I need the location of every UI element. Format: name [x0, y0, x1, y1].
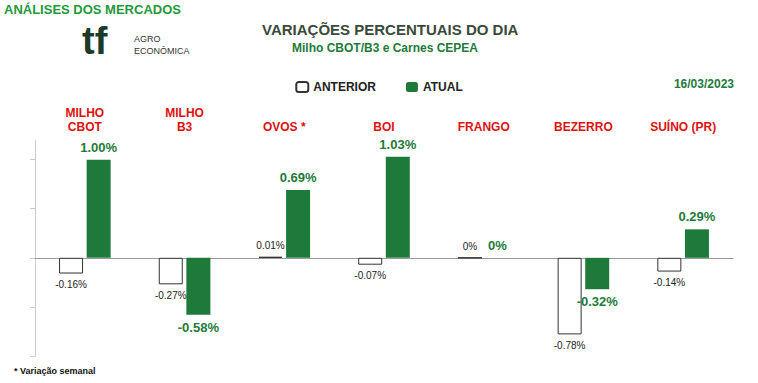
svg-text:VARIAÇÕES PERCENTUAIS DO DIA: VARIAÇÕES PERCENTUAIS DO DIA [262, 21, 519, 38]
svg-text:ATUAL: ATUAL [423, 80, 463, 94]
svg-text:16/03/2023: 16/03/2023 [674, 77, 734, 91]
svg-text:SUÍNO (PR): SUÍNO (PR) [650, 119, 716, 134]
svg-text:OVOS *: OVOS * [263, 120, 306, 134]
svg-text:BEZERRO: BEZERRO [554, 120, 613, 134]
svg-text:AGRO: AGRO [134, 34, 161, 44]
svg-text:ANTERIOR: ANTERIOR [313, 80, 376, 94]
svg-text:FRANGO: FRANGO [458, 120, 510, 134]
svg-text:B3: B3 [177, 120, 193, 134]
svg-text:* Variação semanal: * Variação semanal [14, 366, 96, 376]
svg-text:-0.16%: -0.16% [55, 279, 87, 290]
svg-text:-0.32%: -0.32% [577, 294, 619, 309]
svg-text:CBOT: CBOT [68, 120, 103, 134]
svg-text:-0.14%: -0.14% [653, 277, 685, 288]
svg-text:ECONÔMICA: ECONÔMICA [134, 46, 190, 56]
svg-text:ANÁLISES DOS MERCADOS: ANÁLISES DOS MERCADOS [4, 2, 181, 17]
svg-text:1.03%: 1.03% [379, 137, 416, 152]
svg-text:Milho CBOT/B3 e Carnes CEPEA: Milho CBOT/B3 e Carnes CEPEA [292, 41, 478, 55]
svg-text:MILHO: MILHO [66, 106, 105, 120]
svg-text:BOI: BOI [373, 120, 394, 134]
svg-text:-0.27%: -0.27% [155, 290, 187, 301]
svg-text:MILHO: MILHO [165, 106, 204, 120]
svg-text:0.01%: 0.01% [256, 240, 284, 251]
svg-text:0%: 0% [488, 238, 507, 253]
svg-text:-0.78%: -0.78% [554, 340, 586, 351]
svg-text:0%: 0% [463, 241, 478, 252]
svg-text:tf: tf [82, 20, 108, 62]
svg-text:-0.58%: -0.58% [178, 320, 220, 335]
svg-text:0.69%: 0.69% [280, 170, 317, 185]
svg-text:1.00%: 1.00% [80, 140, 117, 155]
svg-text:-0.07%: -0.07% [354, 270, 386, 281]
svg-text:0.29%: 0.29% [679, 209, 716, 224]
